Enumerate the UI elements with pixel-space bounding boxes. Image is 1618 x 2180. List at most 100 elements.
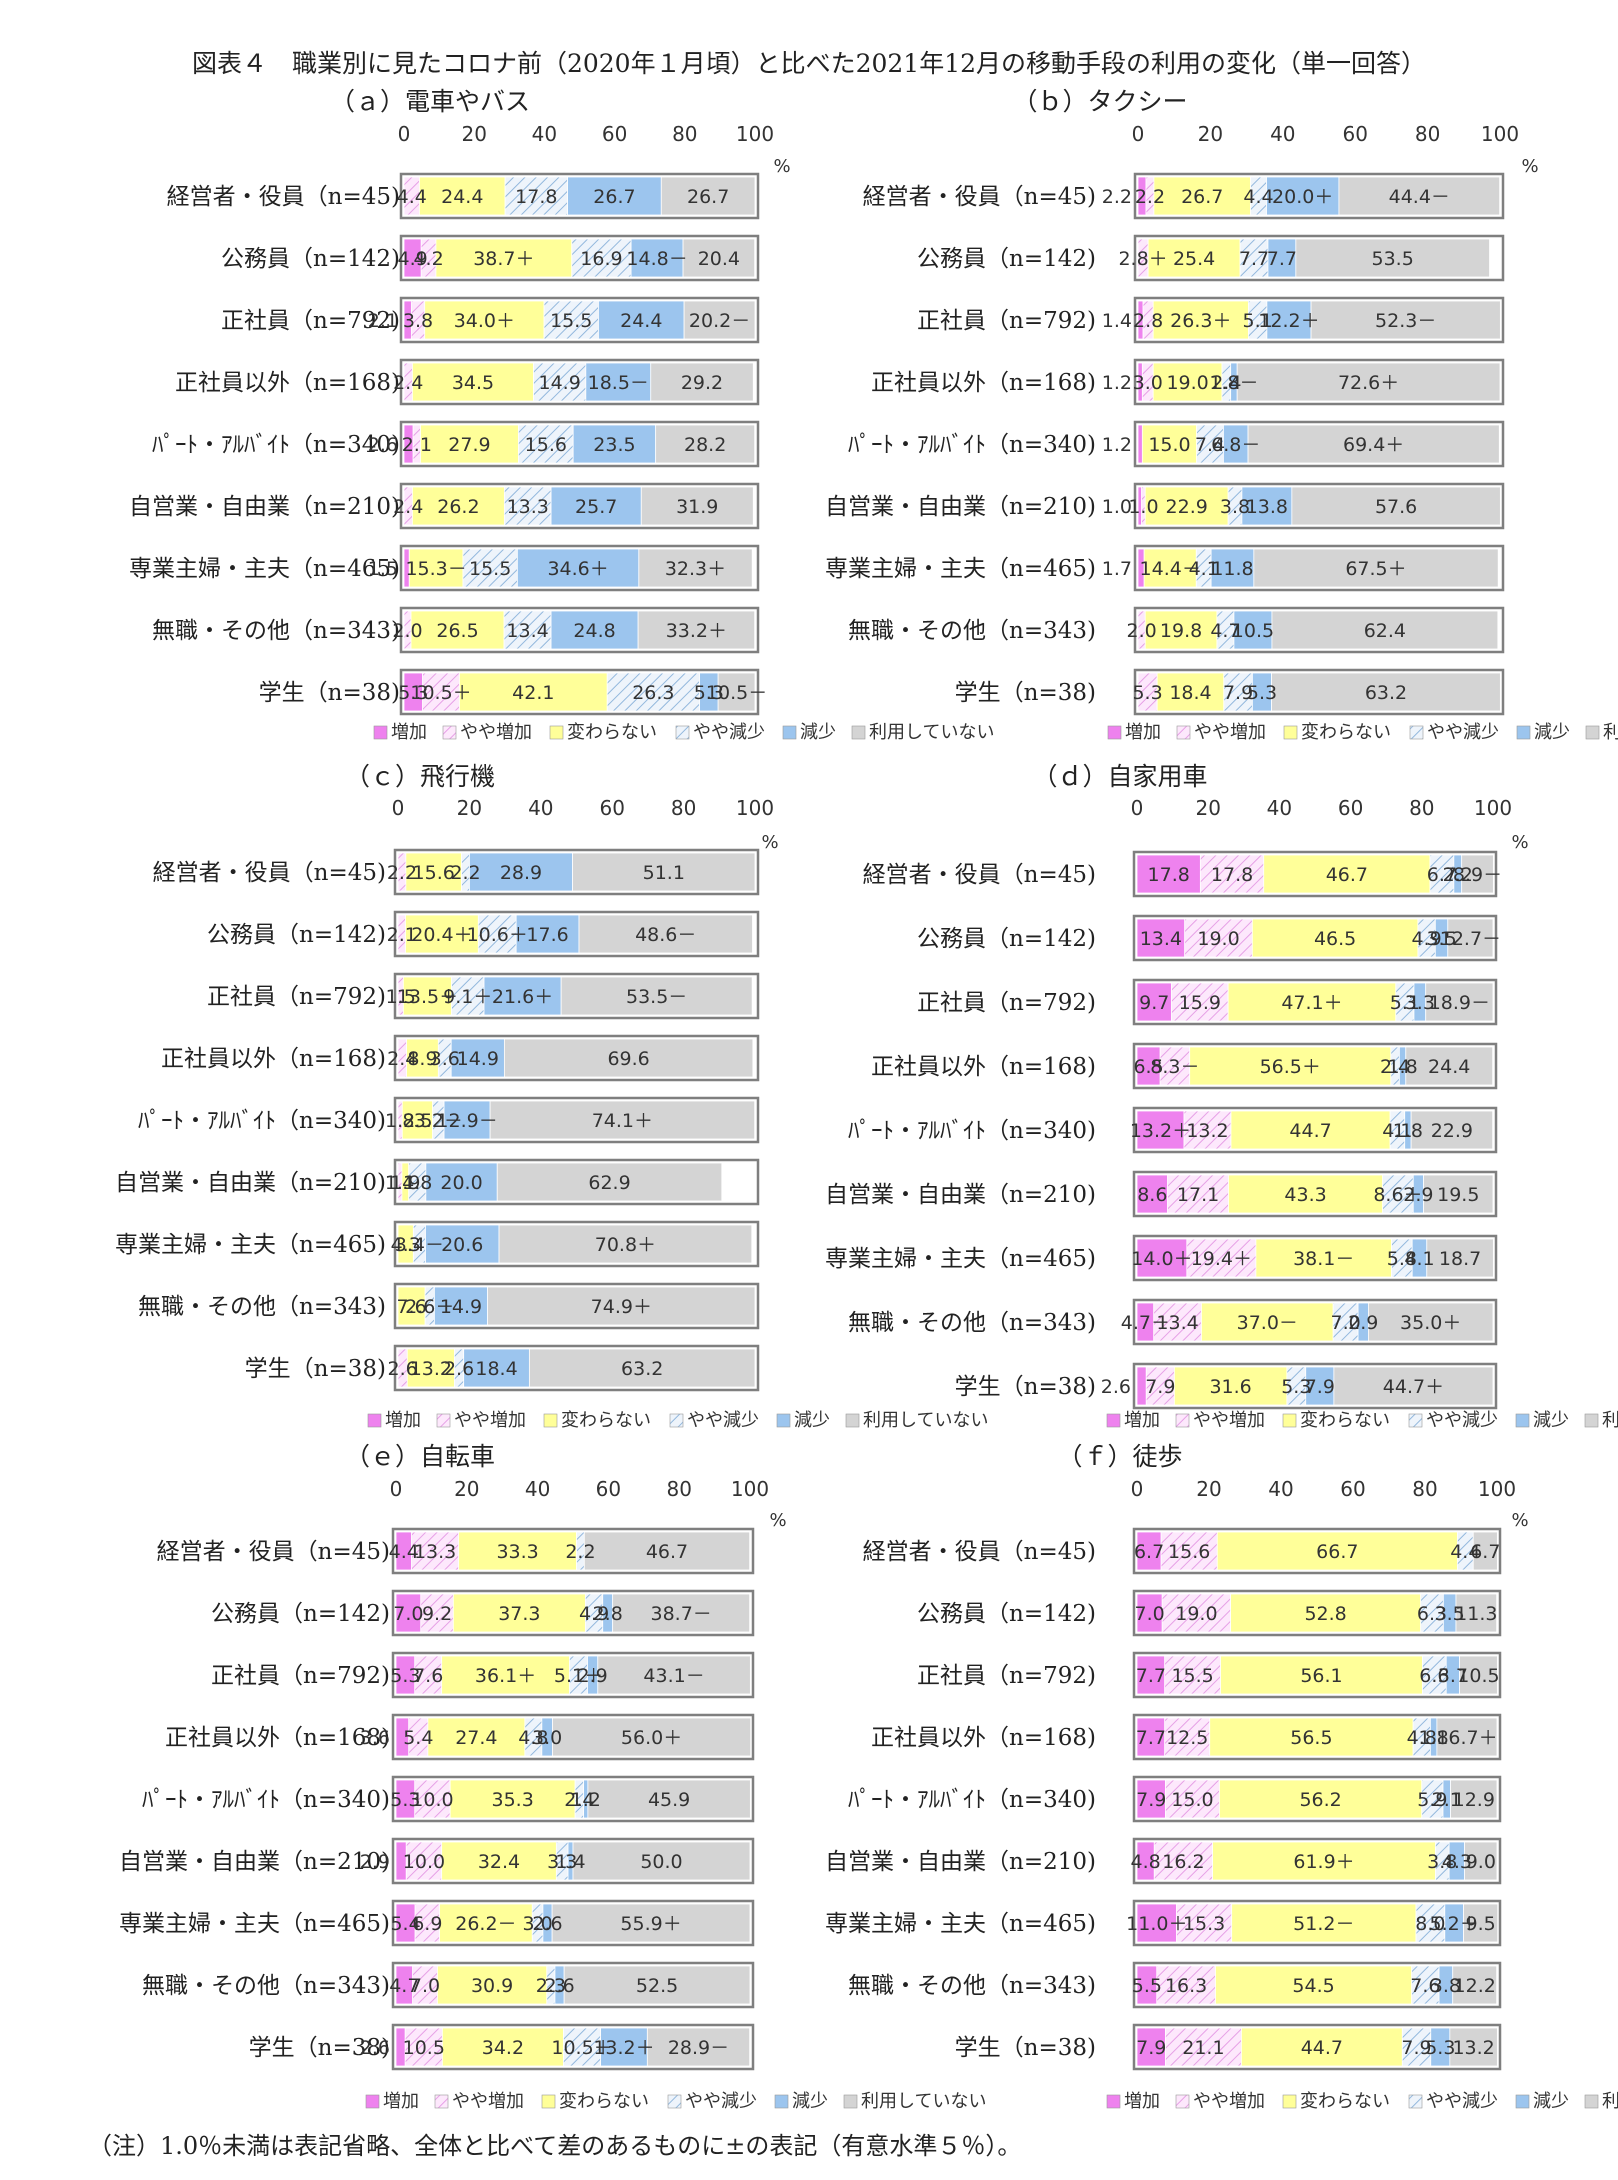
data-label: 62.9 [588,1172,630,1194]
category-label: 自営業・自由業（n=210) [825,1849,1096,1875]
data-label: 2.8＋ [1118,248,1167,270]
data-label: 3.7 [1438,1665,1468,1687]
data-label: 2.8 [593,1603,623,1625]
bar-row: 公務員（n=142) 7.0 19.0 52.8 6.33.511.3 [917,1589,1502,1637]
data-label: 8.0 [1415,1913,1445,1935]
bar-segment-unchanged [1230,1110,1391,1150]
legend-swatch [1106,1413,1121,1428]
bar-segment-decrease [468,852,573,892]
bar-segment-not-used [578,914,753,954]
data-label: 28.9－ [668,2037,729,2059]
data-label: 1.9 [390,1172,420,1194]
data-label: 12.9 [1453,1789,1495,1811]
data-label: 1.4 [555,1851,585,1873]
legend-label: やや減少 [687,1410,759,1431]
data-label: 6.9 [412,1913,442,1935]
category-label: 正社員以外（n=168) [175,370,400,396]
data-label: 19.0 [1166,372,1208,394]
legend-label: 変わらない [1300,1410,1390,1431]
data-label: 13.2＋ [1130,1120,1191,1142]
data-label: 7.6 [396,1296,426,1318]
bar-segment-unchanged [424,300,545,340]
bar-row: 公務員（n=142) 2.120.4＋10.6＋17.6 48.6－ [207,910,760,958]
data-label: 46.5 [1314,928,1356,950]
data-label: 69.6 [607,1048,649,1070]
bar-row: 自営業・自由業（n=210)2.9 10.0 32.4 3.31.4 50.0 [119,1837,755,1885]
bar-row: 正社員以外（n=168) 2.48.93.614.9 69.6 [161,1034,760,1082]
data-label: 74.1＋ [592,1110,653,1132]
category-label: ﾊﾟｰﾄ・ｱﾙﾊﾞｲﾄ（n=340) [142,1787,390,1813]
bar-segment-decrease [630,238,684,278]
bar-segment-unchanged [1251,918,1419,958]
data-label: 61.9＋ [1293,1851,1354,1873]
bar-segment-not-used [489,1100,756,1140]
x-tick-label: 20 [461,122,486,146]
bar-row: 専業主婦・主夫（n=465)1.5 15.3－ 15.5 34.6＋ 32.3＋ [129,544,760,592]
bar-row: 学生（n=38) 7.9 21.1 44.7 7.95.313.2 [955,2023,1502,2071]
data-label: 1.8 [1393,1120,1423,1142]
bar-row: ﾊﾟｰﾄ・ｱﾙﾊﾞｲﾄ（n=340) 1.2 15.0 7.46.8－ 69.4＋ [848,420,1505,468]
data-label: 56.1 [1300,1665,1342,1687]
category-label: 公務員（n=142) [917,246,1096,272]
chart-panel-1: （ａ）電車やバス 0 20 40 60 80 100% 経営者・役員（n=45)4.4 24.4… [129,87,994,743]
legend-swatch [434,2094,449,2109]
bar-segment-not-used [496,1162,723,1202]
bar-segment-not-used [1461,854,1494,894]
bar-segment-not-used [563,1965,751,2005]
legend-label: 変わらない [559,2091,649,2112]
bar-segment-unchanged [1263,854,1431,894]
data-label: 38.7－ [650,1603,711,1625]
legend-label: 変わらない [1300,2091,1390,2112]
bar-segment-slight-decrease [1196,424,1224,464]
data-label: 2.1 [387,924,417,946]
category-label: 経営者・役員（n=45) [153,860,386,886]
bar-segment-slight-increase [1145,1366,1175,1406]
bar-segment-unchanged [1241,2027,1403,2067]
legend-label: やや増加 [460,722,532,743]
data-label: 3.0 [522,1913,552,1935]
data-label: 5.2＋ [1430,1913,1479,1935]
bar-segment-not-used [1447,918,1494,958]
data-label: 28.2 [684,434,726,456]
category-label: 学生（n=38) [955,2035,1096,2061]
bar-row: ﾊﾟｰﾄ・ｱﾙﾊﾞｲﾄ（n=340) 7.9 15.0 56.2 5.92.112.9 [848,1775,1502,1823]
x-tick-label: 20 [1198,122,1223,146]
bar-segment-unchanged [1152,300,1249,340]
x-tick-label: 80 [666,1477,691,1501]
data-label: 2.9 [1403,1184,1433,1206]
bar-segment-unchanged [405,914,479,954]
data-label: 4.7－ [1121,1312,1170,1334]
data-label: 2.6－ [405,1296,454,1318]
bar-segment-unchanged [441,2027,564,2067]
legend-label: やや減少 [693,722,765,743]
bar-segment-not-used [583,1531,751,1571]
legend-swatch [1175,2094,1190,2109]
bar-segment-increase [1136,1238,1188,1278]
category-label: 自営業・自由業（n=210) [825,494,1096,520]
bar-segment-unchanged [1153,176,1251,216]
data-label: 21.1 [1182,2037,1224,2059]
data-label: 7.4 [1195,434,1225,456]
data-label: 1.4 [1102,310,1132,332]
bar-segment-not-used [1455,1593,1498,1633]
data-label: 20.0＋ [1272,186,1333,208]
bar-segment-decrease [1241,486,1293,526]
legend-label: 減少 [792,2091,828,2112]
bar-segment-unchanged [420,424,519,464]
bar-segment-decrease [1266,176,1340,216]
bar-row: 自営業・自由業（n=210) 1.01.0 22.9 3.813.8 57.6 [825,482,1505,530]
data-label: 20.4 [698,248,740,270]
bar-segment-not-used [1291,486,1501,526]
bar-segment-not-used [1236,362,1501,402]
category-label: 無職・その他（n=343) [848,1310,1096,1336]
legend-swatch [1282,2094,1297,2109]
bar-row: 正社員（n=792) 7.7 15.5 56.1 6.63.710.5 [917,1651,1502,1699]
data-label: 6.8－ [1211,434,1260,456]
x-tick-label: 80 [671,796,696,820]
data-label: 10.5＋ [551,2037,612,2059]
bar-segment-unchanged [435,238,573,278]
bar-segment-slight-increase [1161,1593,1231,1633]
footnote: （注）1.0％未満は表記省略、全体と比べて差のあるものに±の表記（有意水準５％）… [88,2132,1022,2160]
data-label: 10.5 [1232,620,1274,642]
bar-row: 正社員（n=792) 5.37.6 36.1＋ 5.1＋2.9 43.1－ [211,1651,755,1699]
